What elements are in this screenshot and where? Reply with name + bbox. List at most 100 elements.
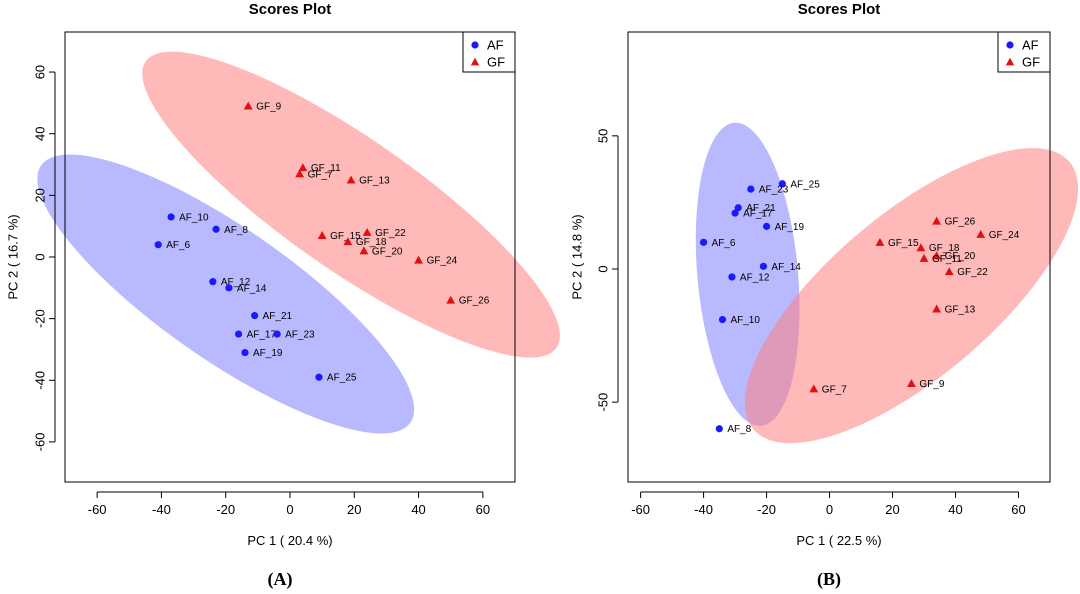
point-label: AF_12	[740, 272, 770, 283]
legend-marker-gf	[1005, 57, 1015, 66]
point-label: AF_21	[746, 203, 776, 214]
data-point-af-8	[715, 425, 723, 433]
point-label: AF_10	[730, 315, 760, 326]
data-point-af-17	[234, 330, 243, 338]
data-point-gf-15	[875, 237, 885, 246]
x-tick-label: -20	[757, 502, 776, 517]
data-point-gf-11	[919, 253, 929, 262]
point-label: GF_20	[372, 246, 403, 257]
point-label: AF_6	[712, 238, 736, 249]
legend-label-gf: GF	[1022, 55, 1040, 70]
x-tick-label: 20	[347, 502, 361, 517]
plot-frame	[64, 31, 516, 483]
data-point-af-19	[241, 348, 249, 357]
chart-title: Scores Plot	[798, 1, 881, 18]
data-point-gf-7	[295, 169, 305, 178]
data-point-af-14	[759, 262, 768, 270]
data-point-af-21	[734, 204, 742, 212]
x-tick-label: 60	[476, 502, 490, 517]
y-tick-label: -50	[595, 393, 610, 412]
data-point-af-21	[251, 311, 259, 320]
data-point-af-6	[699, 238, 708, 246]
point-label: AF_25	[790, 179, 820, 190]
confidence-ellipse-gf	[142, 51, 560, 358]
confidence-ellipse-gf	[744, 148, 1079, 444]
legend-label-af: AF	[1022, 38, 1039, 53]
data-point-gf-7	[809, 384, 819, 393]
panel-label: (B)	[817, 569, 841, 590]
data-point-gf-18	[916, 243, 926, 252]
point-label: AF_12	[221, 277, 251, 288]
point-label: GF_20	[945, 251, 976, 262]
point-label: AF_6	[166, 240, 190, 251]
confidence-ellipse-af	[37, 154, 415, 434]
x-tick-label: 60	[1011, 502, 1025, 517]
legend-box	[997, 31, 1051, 73]
point-label: GF_22	[957, 267, 988, 278]
point-label: GF_26	[459, 296, 490, 307]
y-tick-label: 0	[32, 253, 47, 260]
y-tick-label: 60	[32, 65, 47, 79]
y-tick-label: 40	[32, 126, 47, 140]
data-point-gf-9	[907, 379, 916, 387]
x-tick-label: 40	[411, 502, 425, 517]
data-point-af-23	[273, 330, 281, 338]
data-point-gf-24	[414, 255, 423, 264]
x-tick-label: -40	[152, 502, 171, 517]
x-tick-label: -60	[631, 502, 650, 517]
point-label: GF_13	[945, 304, 976, 315]
point-label: GF_7	[308, 169, 333, 180]
data-point-gf-22	[362, 227, 372, 236]
legend-label-af: AF	[487, 38, 504, 53]
point-label: AF_19	[775, 222, 805, 233]
point-label: GF_7	[822, 384, 847, 395]
y-axis-label: PC 2 ( 16.7 %)	[5, 214, 20, 299]
point-label: AF_14	[237, 283, 267, 294]
chart-title: Scores Plot	[249, 1, 332, 18]
data-point-af-14	[225, 284, 233, 292]
point-label: GF_9	[919, 379, 944, 390]
x-tick-label: -20	[216, 502, 235, 517]
point-label: AF_25	[327, 373, 357, 384]
legend-marker-af	[1006, 41, 1014, 49]
x-tick-label: 40	[948, 502, 962, 517]
data-point-gf-20	[359, 246, 369, 255]
y-tick-label: 20	[32, 188, 47, 202]
x-tick-label: 20	[885, 502, 899, 517]
point-label: AF_17	[247, 330, 277, 341]
data-point-af-12	[728, 273, 736, 281]
data-point-af-6	[154, 241, 162, 249]
point-label: GF_24	[427, 256, 458, 267]
x-tick-label: -40	[694, 502, 713, 517]
data-point-gf-20	[932, 251, 942, 260]
point-label: AF_23	[285, 330, 315, 341]
y-tick-label: -40	[32, 371, 47, 390]
data-point-gf-13	[346, 175, 356, 184]
point-label: GF_11	[932, 254, 962, 265]
data-point-gf-11	[298, 163, 308, 172]
point-label: GF_9	[256, 101, 281, 112]
panel-label: (A)	[268, 569, 293, 590]
data-point-af-10	[167, 213, 175, 221]
x-axis-label: PC 1 ( 22.5 %)	[796, 533, 881, 548]
data-point-af-19	[762, 222, 771, 230]
point-label: AF_19	[253, 348, 283, 359]
x-tick-label: -60	[88, 502, 107, 517]
point-label: GF_18	[356, 237, 387, 248]
point-label: GF_13	[359, 175, 390, 186]
data-point-af-25	[778, 180, 786, 188]
data-point-gf-9	[243, 101, 253, 110]
legend-marker-af	[471, 41, 479, 49]
x-tick-label: 0	[286, 502, 293, 517]
data-point-gf-26	[446, 295, 456, 304]
data-point-gf-26	[932, 216, 942, 225]
point-label: GF_22	[375, 228, 406, 239]
data-point-af-8	[212, 225, 220, 233]
data-point-gf-22	[944, 267, 954, 276]
data-point-gf-13	[932, 304, 942, 313]
y-tick-label: 50	[595, 129, 610, 143]
point-label: GF_11	[311, 163, 341, 174]
legend-marker-gf	[470, 57, 480, 66]
data-point-af-10	[718, 315, 727, 324]
